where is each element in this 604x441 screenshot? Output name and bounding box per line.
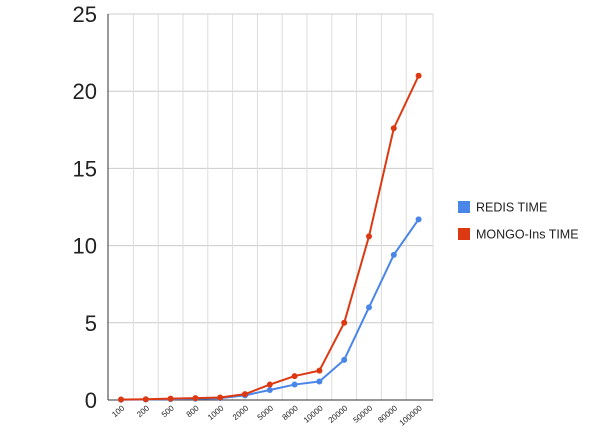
- y-tick-label: 15: [73, 156, 97, 181]
- x-axis-tick-labels: 100 200 500 800 1000 2000 5000 8000 10000 20000 50…: [110, 403, 424, 427]
- series-line-1: [120, 218, 420, 401]
- x-tick-label: 100: [110, 403, 126, 419]
- legend-label-2: MONGO-Ins TIME: [476, 228, 579, 242]
- data-point-series-2: [167, 395, 174, 402]
- x-tick-label: 80000: [376, 403, 399, 425]
- x-tick-label: 1000: [206, 403, 226, 422]
- data-point-series-2: [341, 319, 348, 326]
- x-tick-label: 2000: [231, 403, 251, 422]
- data-point-series-1: [390, 251, 397, 258]
- data-point-series-1: [366, 304, 372, 311]
- x-tick-label: 50000: [351, 403, 374, 425]
- data-point-series-2: [118, 396, 124, 403]
- legend: REDIS TIME MONGO-Ins TIME: [458, 201, 579, 242]
- data-point-series-2: [217, 394, 224, 401]
- legend-swatch-1: [458, 201, 470, 213]
- data-point-series-1: [316, 378, 323, 385]
- x-tick-label: 100000: [398, 403, 425, 427]
- y-tick-label: 10: [73, 234, 97, 259]
- y-tick-label: 0: [85, 388, 97, 413]
- gridlines: [107, 13, 434, 400]
- x-tick-label: 500: [160, 403, 176, 419]
- data-point-series-2: [291, 373, 298, 380]
- data-point-series-2: [366, 233, 372, 240]
- legend-label-1: REDIS TIME: [476, 201, 547, 215]
- series-line-2: [120, 75, 420, 401]
- data-point-series-2: [415, 72, 422, 79]
- data-point-series-1: [291, 381, 298, 388]
- x-tick-label: 8000: [280, 403, 300, 422]
- data-point-series-2: [192, 395, 199, 402]
- y-tick-label: 25: [73, 2, 97, 27]
- y-axis-tick-labels: 0 5 10 15 20 25: [73, 2, 97, 413]
- y-tick-label: 5: [85, 311, 97, 336]
- data-point-series-2: [390, 125, 397, 132]
- y-tick-label: 20: [73, 79, 97, 104]
- x-tick-label: 5000: [256, 403, 276, 422]
- legend-swatch-2: [458, 228, 470, 240]
- data-point-series-2: [242, 391, 248, 398]
- data-point-series-2: [142, 396, 149, 403]
- x-tick-label: 800: [185, 403, 201, 419]
- data-point-series-2: [266, 381, 273, 388]
- axes: [107, 14, 433, 401]
- series-group: [118, 72, 422, 403]
- data-point-series-1: [266, 386, 273, 393]
- data-point-series-2: [316, 367, 323, 374]
- data-point-series-1: [341, 356, 348, 363]
- x-tick-label: 10000: [302, 403, 325, 425]
- x-tick-label: 200: [135, 403, 151, 419]
- data-point-series-1: [415, 216, 422, 223]
- x-tick-label: 20000: [327, 403, 350, 425]
